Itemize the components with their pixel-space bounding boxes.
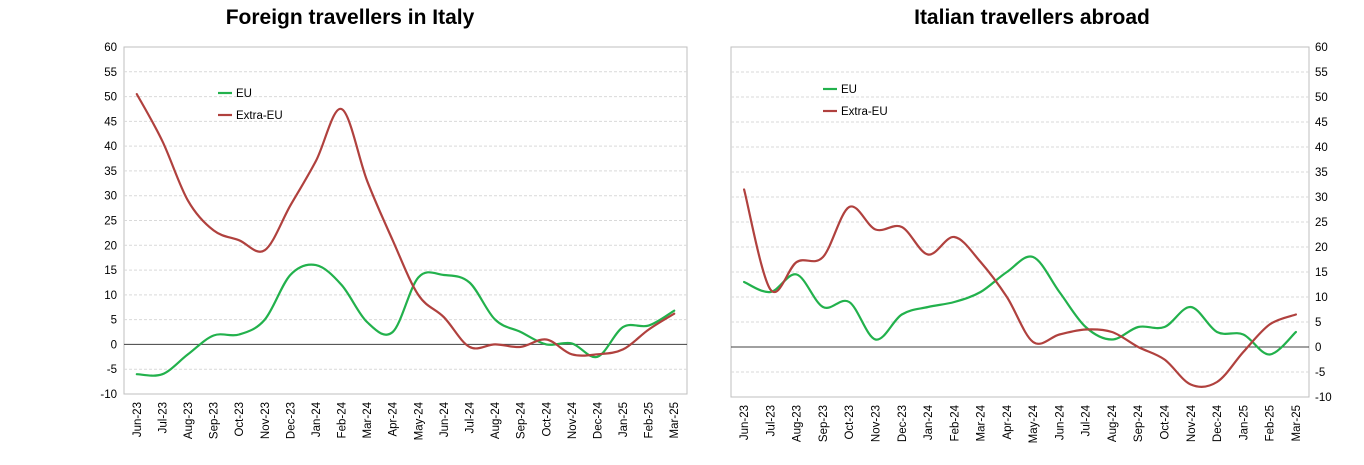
y-tick-label: 50 bbox=[1315, 92, 1328, 104]
x-tick-label: Jul-24 bbox=[464, 401, 476, 433]
y-tick-label: -5 bbox=[107, 364, 117, 376]
legend-label: EU bbox=[841, 84, 857, 96]
x-tick-label: Dec-23 bbox=[897, 405, 909, 442]
y-tick-label: 30 bbox=[104, 191, 117, 203]
chart-title: Foreign travellers in Italy bbox=[225, 6, 475, 29]
x-tick-label: Nov-24 bbox=[1186, 404, 1198, 442]
legend-label: Extra-EU bbox=[236, 110, 283, 122]
y-tick-label: 20 bbox=[104, 240, 117, 252]
x-tick-label: Jan-24 bbox=[923, 404, 935, 440]
series-line-extra-eu bbox=[135, 93, 676, 357]
chart-panel-italian-travellers: Italian travellers abroad -10 -5 0 5 10 15 20 2… bbox=[700, 0, 1364, 465]
x-tick-label: May-24 bbox=[413, 401, 425, 440]
y-tick-label: 35 bbox=[104, 166, 117, 178]
y-tick-label: 55 bbox=[104, 67, 117, 79]
y-tick-label: 25 bbox=[1315, 217, 1328, 229]
x-tick-label: Aug-23 bbox=[792, 405, 804, 442]
y-tick-label: 45 bbox=[1315, 117, 1328, 129]
y-tick-label: 15 bbox=[104, 265, 117, 277]
x-tick-label: Mar-24 bbox=[976, 404, 988, 441]
x-tick-label: Jan-24 bbox=[311, 401, 323, 437]
y-tick-label: -10 bbox=[100, 389, 117, 401]
x-tick-label: Feb-25 bbox=[1265, 405, 1277, 441]
x-tick-label: Jun-23 bbox=[132, 402, 144, 437]
y-tick-label: 10 bbox=[104, 290, 117, 302]
y-tick-label: 60 bbox=[1315, 42, 1328, 54]
y-tick-label: 20 bbox=[1315, 242, 1328, 254]
chart-title: Italian travellers abroad bbox=[914, 6, 1150, 29]
x-tick-label: May-24 bbox=[1028, 404, 1040, 443]
x-tick-label: Jul-24 bbox=[1081, 404, 1093, 436]
x-tick-label: Feb-25 bbox=[644, 402, 656, 438]
series-line-eu bbox=[135, 263, 676, 377]
x-tick-label: Nov-23 bbox=[871, 405, 883, 442]
x-tick-label: Jun-23 bbox=[739, 405, 751, 440]
y-tick-label: 15 bbox=[1315, 267, 1328, 279]
series-line-extra-eu bbox=[743, 188, 1297, 388]
x-tick-label: Aug-23 bbox=[183, 402, 195, 439]
x-tick-label: Apr-24 bbox=[388, 401, 400, 436]
y-tick-label: 10 bbox=[1315, 292, 1328, 304]
y-tick-label: 5 bbox=[1315, 317, 1321, 329]
x-tick-label: Sep-24 bbox=[516, 401, 528, 439]
y-tick-label: 0 bbox=[1315, 342, 1321, 354]
x-tick-label: Mar-24 bbox=[362, 401, 374, 438]
y-tick-label: 35 bbox=[1315, 167, 1328, 179]
x-tick-label: Sep-24 bbox=[1133, 404, 1145, 442]
x-tick-label: Sep-23 bbox=[209, 402, 221, 439]
x-tick-label: Jan-25 bbox=[1238, 405, 1250, 440]
x-tick-label: Jun-24 bbox=[1054, 404, 1066, 440]
line-chart-foreign-travellers: -10 -5 0 5 10 15 20 25 30 35 40 45 50 55 60 Jun-23 Jul-2… bbox=[100, 42, 688, 440]
y-tick-label: 45 bbox=[104, 116, 117, 128]
x-tick-label: Dec-24 bbox=[592, 401, 604, 439]
x-tick-label: Nov-24 bbox=[567, 401, 579, 439]
y-tick-label: 40 bbox=[1315, 142, 1328, 154]
x-tick-label: Sep-23 bbox=[818, 405, 830, 442]
series-line-eu bbox=[743, 255, 1297, 356]
y-tick-label: -5 bbox=[1315, 367, 1325, 379]
y-tick-label: 30 bbox=[1315, 192, 1328, 204]
x-tick-label: Mar-25 bbox=[669, 402, 681, 438]
x-tick-label: Oct-24 bbox=[541, 401, 553, 436]
x-tick-label: Apr-24 bbox=[1002, 404, 1014, 439]
x-tick-label: Jul-23 bbox=[765, 405, 777, 436]
x-tick-label: Feb-24 bbox=[949, 404, 961, 441]
line-chart-italian-travellers: -10 -5 0 5 10 15 20 25 30 35 40 45 50 55 60 Jun-23 Jul-2… bbox=[730, 42, 1332, 443]
x-tick-label: Jan-25 bbox=[618, 402, 630, 437]
x-tick-label: Oct-24 bbox=[1160, 404, 1172, 439]
chart-panel-foreign-travellers: Foreign travellers in Italy -10 -5 0 5 10 15 2… bbox=[100, 6, 688, 440]
y-tick-label: 55 bbox=[1315, 67, 1328, 79]
x-tick-label: Feb-24 bbox=[337, 401, 349, 438]
x-tick-label: Jul-23 bbox=[157, 402, 169, 433]
y-tick-label: 60 bbox=[104, 42, 117, 54]
x-tick-label: Oct-23 bbox=[844, 405, 856, 440]
x-tick-label: Mar-25 bbox=[1291, 405, 1303, 441]
y-tick-label: 50 bbox=[104, 92, 117, 104]
x-tick-label: Nov-23 bbox=[260, 402, 272, 439]
legend-label: Extra-EU bbox=[841, 106, 888, 118]
x-tick-label: Dec-23 bbox=[285, 402, 297, 439]
y-tick-label: 40 bbox=[104, 141, 117, 153]
x-tick-label: Jun-24 bbox=[439, 401, 451, 437]
y-tick-label: -10 bbox=[1315, 392, 1332, 404]
y-tick-label: 25 bbox=[104, 216, 117, 228]
x-tick-label: Aug-24 bbox=[1107, 404, 1119, 442]
x-tick-label: Aug-24 bbox=[490, 401, 502, 439]
y-tick-label: 0 bbox=[111, 339, 117, 351]
y-tick-label: 5 bbox=[111, 315, 117, 327]
x-tick-label: Dec-24 bbox=[1212, 404, 1224, 442]
legend-label: EU bbox=[236, 88, 252, 100]
x-tick-label: Oct-23 bbox=[234, 402, 246, 437]
